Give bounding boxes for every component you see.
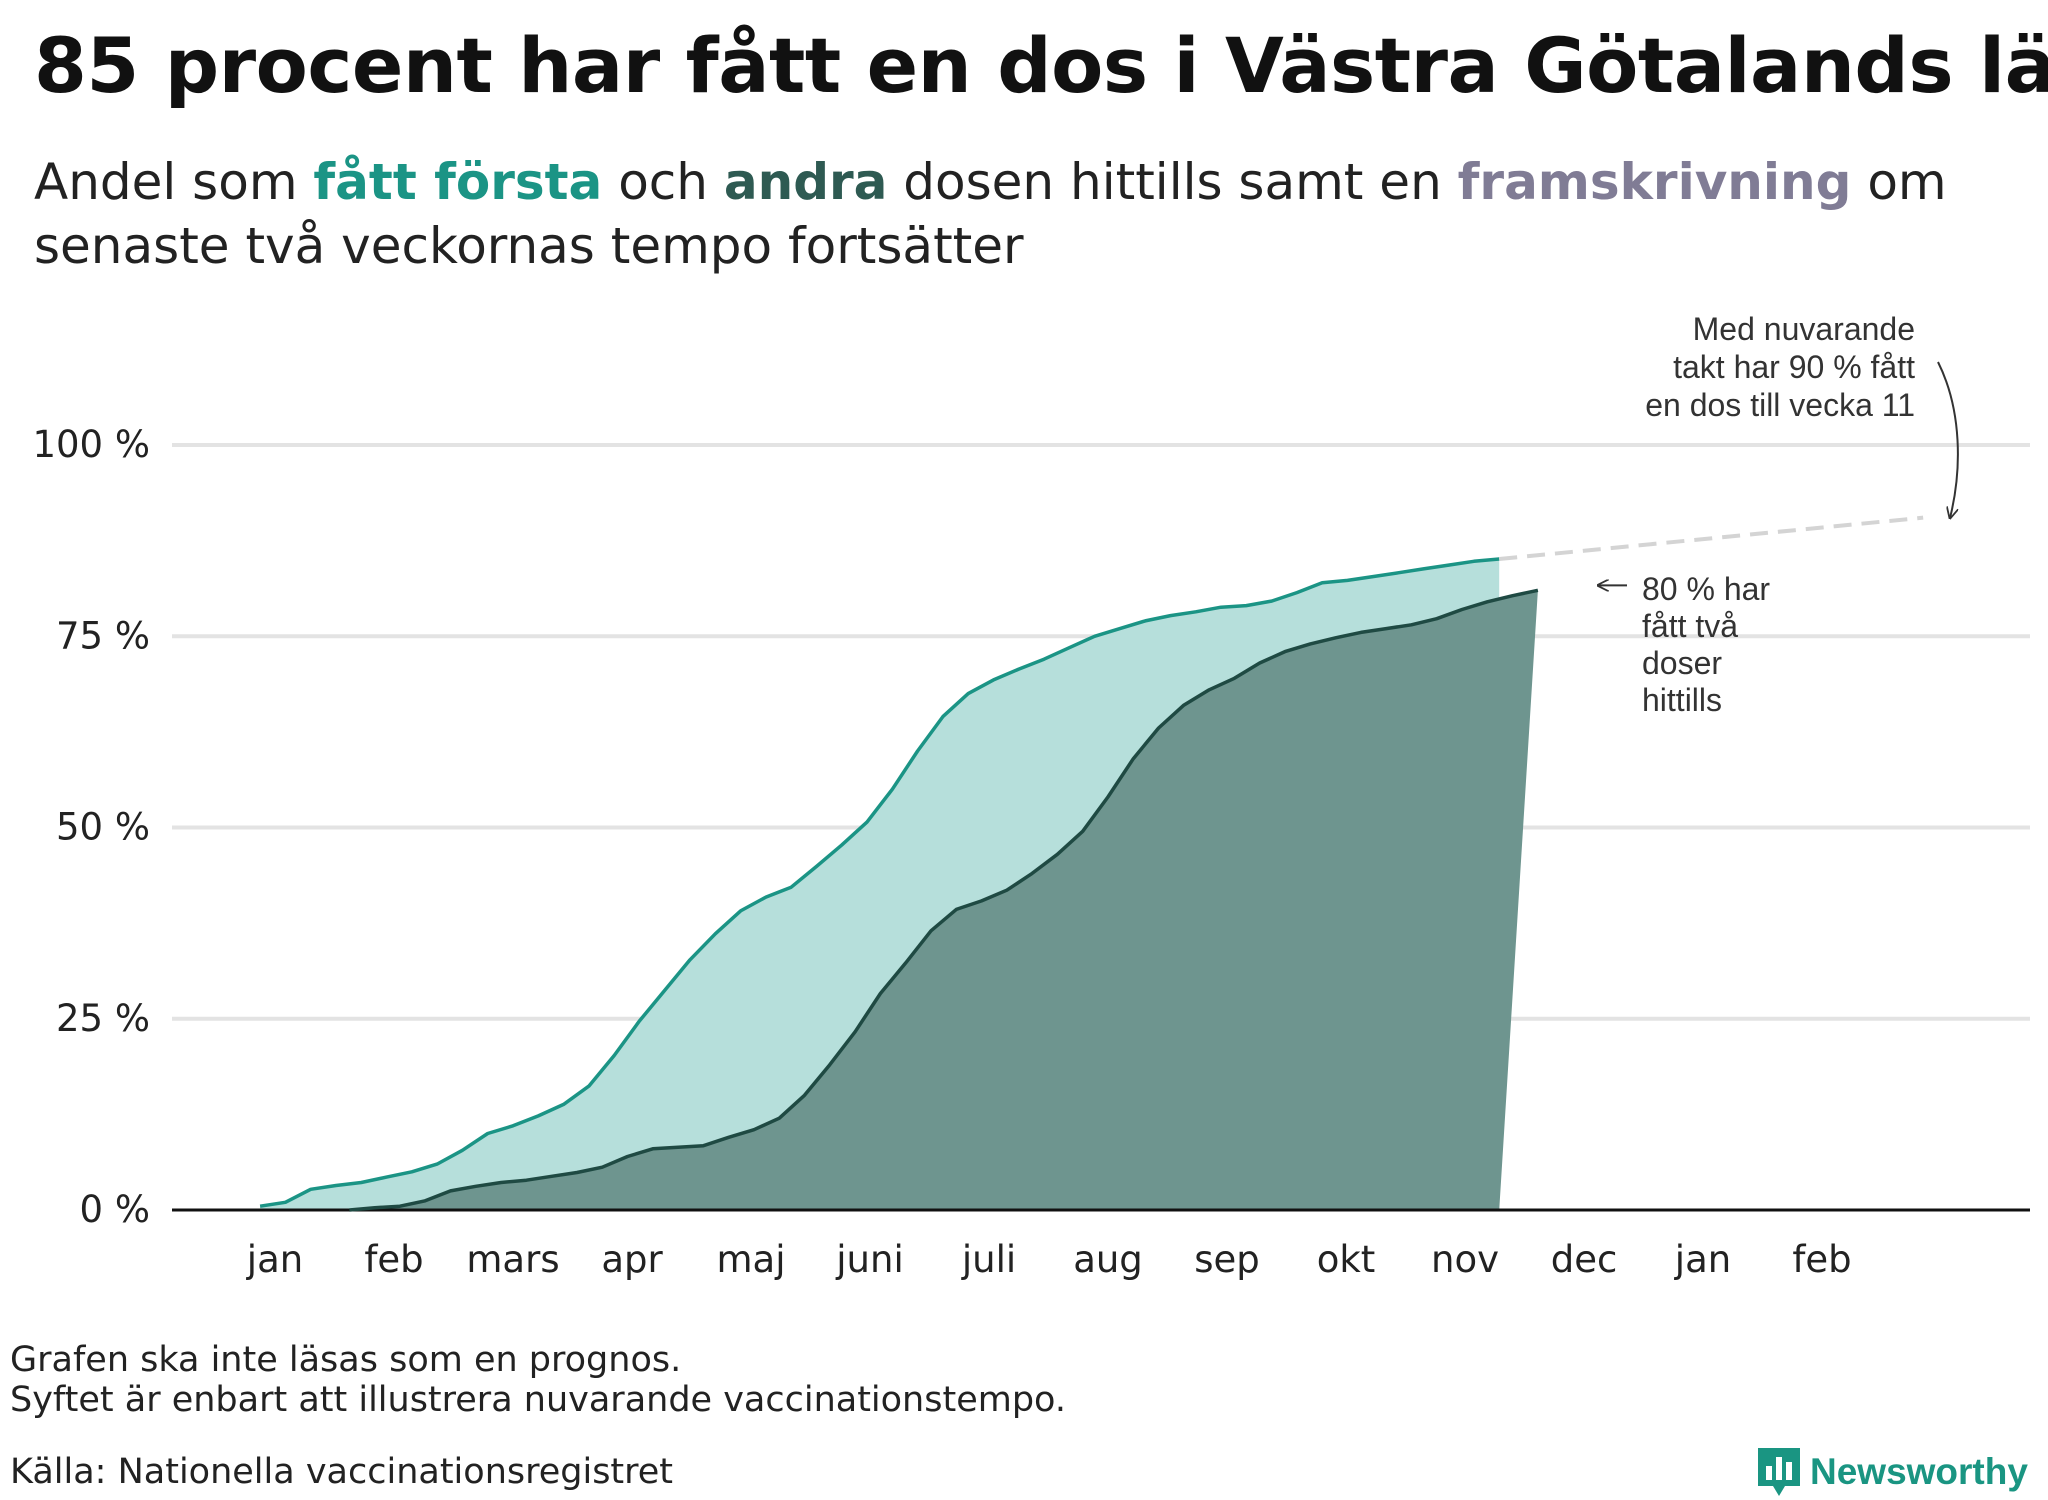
footnote-line-1: Grafen ska inte läsas som en prognos. [10,1340,682,1380]
source-note: Källa: Nationella vaccinationsregistret [10,1452,674,1492]
x-tick-label: okt [1317,1238,1376,1281]
x-tick-label: maj [717,1238,786,1281]
first-dose-line [259,557,1500,1208]
chart-title: 85 procent har fått en dos i Västra Göta… [34,21,2048,110]
projection-annotation-text: Med nuvarande [1693,311,1915,347]
x-tick-label: feb [1792,1238,1851,1281]
footnote: Grafen ska inte läsas som en prognos. Syf… [10,1340,1066,1420]
projection-annotation-arrow [1937,361,1959,518]
bar-chart-logo-icon [1758,1448,1800,1496]
subtitle-text: dosen hittills samt en [887,153,1458,211]
second-dose-annotation-text: hittills [1642,682,1722,718]
x-tick-label: juli [961,1238,1016,1281]
second-dose-annotation-text: 80 % har [1642,571,1770,607]
projection-line [1499,515,1924,561]
x-tick-label: mars [466,1238,559,1281]
y-tick-label: 0 % [80,1188,150,1231]
brand-name: Newsworthy [1810,1451,2028,1492]
legend-first-dose: fått första [313,153,603,211]
second-dose-annotation-text: doser [1642,645,1722,681]
y-tick-label: 100 % [32,423,150,466]
subtitle-text: Andel som [34,153,314,211]
legend-projection: framskrivning [1457,153,1852,211]
x-tick-label: jan [1674,1238,1731,1281]
subtitle-text: om senaste två veckornas tempo fortsätte… [34,153,1947,275]
data-areas [260,559,1538,1210]
chart-subtitle: Andel som fått första och andra dosen hi… [34,150,2024,278]
y-tick-label: 50 % [56,806,150,849]
y-tick-label: 25 % [56,997,150,1040]
projection-annotation-text: takt har 90 % fått [1673,349,1915,385]
legend-second-dose: andra [723,153,888,211]
y-tick-label: 75 % [56,614,150,657]
brand-logo: Newsworthy [1758,1448,2028,1496]
y-axis-labels: 0 % 25 % 50 % 75 % 100 % [32,423,150,1231]
x-tick-label: aug [1073,1238,1143,1281]
second-dose-area [349,590,1538,1210]
x-axis-labels: jan feb mars apr maj juni juli aug sep okt nov dec j… [246,1238,1852,1281]
x-tick-label: dec [1551,1238,1618,1281]
projection-annotation-text: en dos till vecka 11 [1645,387,1915,423]
data-lines [172,515,2030,1212]
x-tick-label: apr [601,1238,663,1281]
footnote-line-2: Syftet är enbart att illustrera nuvarand… [10,1380,1066,1420]
subtitle-text: och [602,153,724,211]
x-tick-label: sep [1194,1238,1260,1281]
x-tick-label: jan [246,1238,303,1281]
x-tick-label: juni [835,1238,903,1281]
x-tick-label: nov [1431,1238,1499,1281]
second-dose-annotation-text: fått två [1642,608,1738,644]
x-tick-label: feb [364,1238,423,1281]
second-dose-line [349,588,1539,1212]
